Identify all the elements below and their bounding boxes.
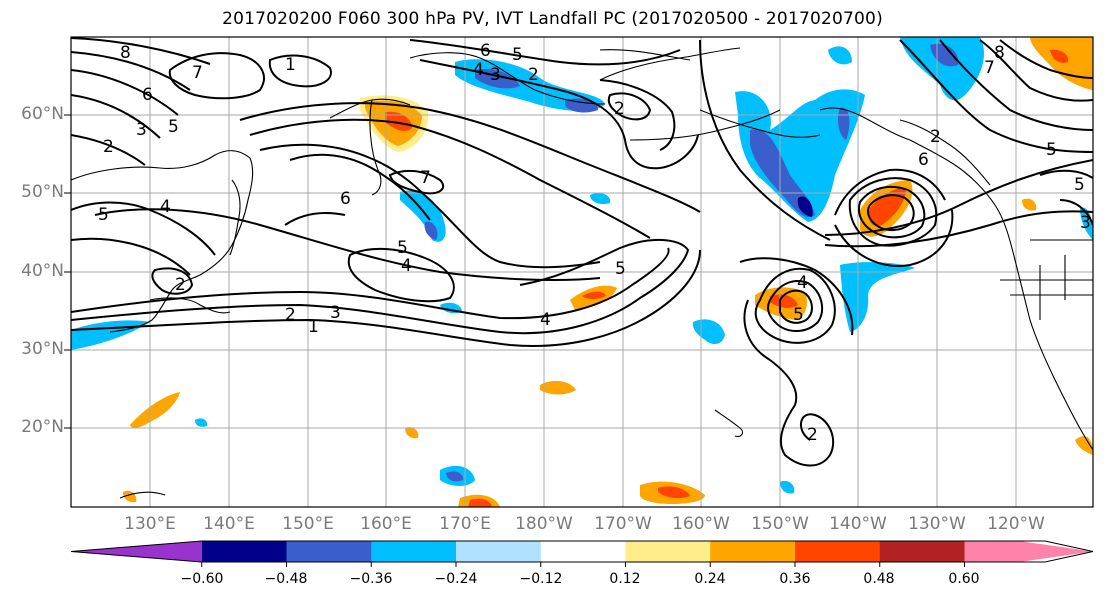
contour-label-4: 4 — [540, 310, 551, 330]
colorbar-tick: −0.12 — [519, 571, 563, 587]
contour-label-5: 5 — [168, 117, 179, 137]
contour-label-3: 3 — [1080, 213, 1091, 233]
colorbar-tick: 0.60 — [948, 571, 980, 587]
contour-label-4: 4 — [473, 60, 484, 80]
lon-label-130e: 130°E — [124, 514, 176, 534]
colorbar-tick: −0.48 — [264, 571, 308, 587]
contour-label-5: 5 — [1074, 175, 1085, 195]
lon-label-150e: 150°E — [282, 514, 334, 534]
contour-label-2: 2 — [930, 127, 941, 147]
contour-label-7: 7 — [192, 63, 203, 83]
negative-shading — [71, 37, 1093, 494]
contour-label-5: 5 — [793, 305, 804, 325]
colorbar-tick: 0.36 — [779, 571, 811, 587]
colorbar-tick: −0.24 — [434, 571, 478, 587]
contour-label-5: 5 — [512, 45, 523, 65]
contour-label-3: 3 — [136, 120, 147, 140]
lon-label-170e: 170°E — [439, 514, 491, 534]
lat-label-20n: 20°N — [21, 417, 64, 437]
lon-label-140e: 140°E — [203, 514, 255, 534]
lat-label-60n: 60°N — [21, 104, 64, 124]
contour-label-1: 1 — [308, 317, 319, 337]
lon-label-140w: 140°W — [829, 514, 887, 534]
figure-title: 2017020200 F060 300 hPa PV, IVT Landfall… — [222, 9, 883, 29]
contour-label-2: 2 — [807, 425, 818, 445]
contour-label-5: 5 — [397, 238, 408, 258]
contour-label-6: 6 — [918, 150, 929, 170]
contour-label-6: 6 — [142, 85, 153, 105]
colorbar-tick: −0.36 — [349, 571, 393, 587]
contour-label-5: 5 — [98, 205, 109, 225]
contour-label-4: 4 — [401, 256, 412, 276]
lon-label-170w: 170°W — [594, 514, 652, 534]
graticule — [71, 37, 1093, 507]
contour-label-1: 1 — [285, 55, 296, 75]
contour-label-3: 3 — [490, 65, 501, 85]
pv-contours — [71, 37, 1093, 467]
contour-label-5: 5 — [1046, 140, 1057, 160]
lat-label-40n: 40°N — [21, 261, 64, 281]
contour-label-6: 6 — [480, 41, 491, 61]
contour-label-2: 2 — [103, 137, 114, 157]
lat-label-30n: 30°N — [21, 339, 64, 359]
contour-label-4: 4 — [160, 197, 171, 217]
contour-label-4: 4 — [797, 273, 808, 293]
contour-label-8: 8 — [120, 43, 131, 63]
contour-label-2: 2 — [175, 275, 186, 295]
contour-label-2: 2 — [528, 65, 539, 85]
colorbar-tick: −0.60 — [180, 571, 224, 587]
lon-label-180w: 180°W — [515, 514, 573, 534]
contour-label-2: 2 — [285, 305, 296, 325]
lon-label-160w: 160°W — [672, 514, 730, 534]
lat-ticks — [64, 114, 71, 429]
lon-label-130w: 130°W — [908, 514, 966, 534]
colorbar-tick: 0.24 — [694, 571, 726, 587]
colorbar-tick: 0.48 — [863, 571, 895, 587]
contour-label-7: 7 — [420, 168, 431, 188]
coastlines — [71, 47, 1093, 499]
lon-label-120w: 120°W — [987, 514, 1045, 534]
contour-label-7: 7 — [984, 58, 995, 78]
lon-label-150w: 150°W — [751, 514, 809, 534]
contour-label-8: 8 — [994, 43, 1005, 63]
contour-labels: 8 7 6 5 3 2 1 5 4 2 6 7 5 4 2 3 1 4 5 6 … — [98, 41, 1091, 445]
contour-label-3: 3 — [330, 303, 341, 323]
contour-label-5: 5 — [615, 259, 626, 279]
contour-label-2: 2 — [614, 99, 625, 119]
lat-label-50n: 50°N — [21, 182, 64, 202]
colorbar-tick: 0.12 — [609, 571, 641, 587]
lon-label-160e: 160°E — [360, 514, 412, 534]
contour-label-6: 6 — [340, 189, 351, 209]
